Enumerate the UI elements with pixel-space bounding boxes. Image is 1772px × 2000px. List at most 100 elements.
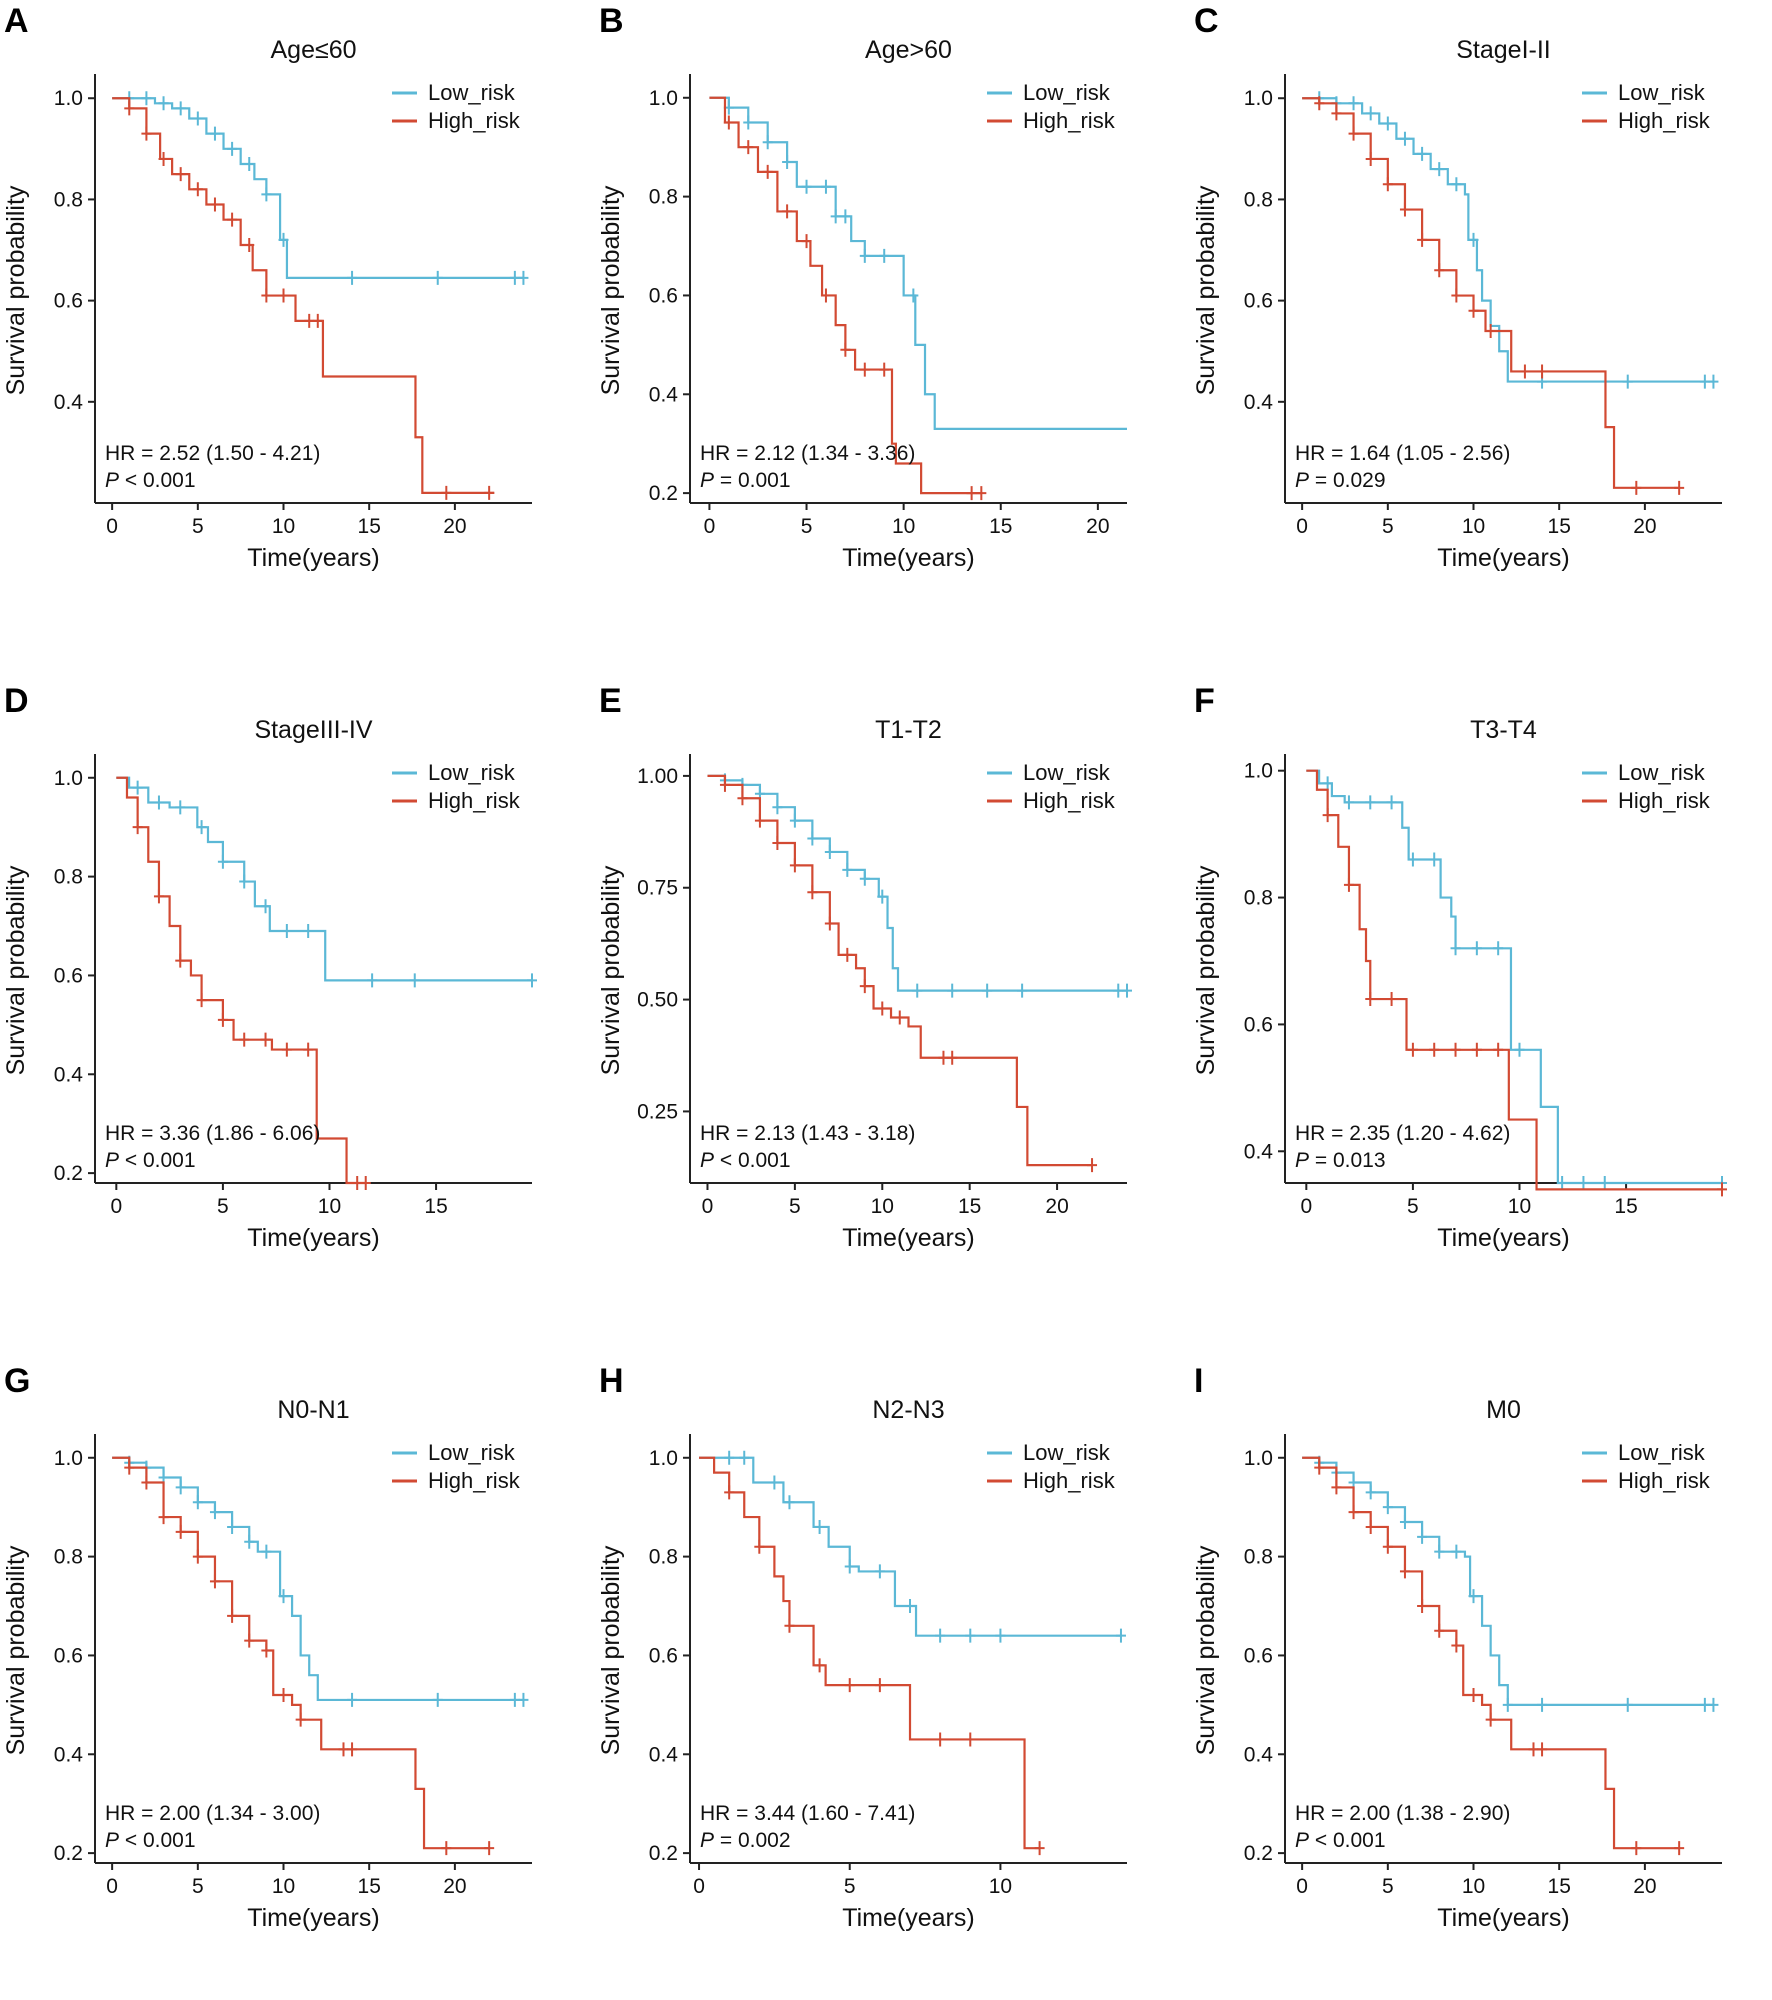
km-curve-low-risk [1306,769,1722,1185]
censor-mark [1331,106,1342,121]
p-value-label: P < 0.001 [700,1149,791,1172]
legend-label: Low_risk [1618,760,1706,785]
censor-mark [1493,1042,1504,1057]
censor-mark [1451,1544,1462,1559]
censor-mark [1450,941,1461,956]
x-tick-label: 20 [443,1875,466,1898]
panel-g: G N0-N1 0.2 0.4 0.6 0.8 1.0 0 5 10 15 20 Time(years)… [0,1360,590,2000]
y-tick-label: 0.8 [649,1546,678,1569]
x-tick-label: 0 [1296,1875,1308,1898]
censor-mark [894,1010,905,1025]
censor-mark [1674,480,1685,495]
censor-mark [192,111,203,126]
censor-mark [859,362,870,377]
p-value-label: P < 0.001 [105,1829,196,1852]
censor-mark [842,947,853,962]
censor-mark [1399,131,1410,146]
censor-mark [175,167,186,182]
censor-mark [874,1564,885,1579]
censor-mark [1407,852,1418,867]
censor-mark [338,1742,349,1757]
censor-mark [175,101,186,116]
censor-mark [814,1519,825,1534]
censor-mark [278,288,289,303]
censor-mark [527,973,537,988]
panel-label: E [599,682,622,720]
censor-mark [1631,480,1642,495]
censor-mark [484,485,495,500]
censor-mark [347,1742,358,1757]
y-tick-label: 0.2 [1244,1842,1273,1865]
x-tick-label: 20 [1086,515,1109,538]
p-value: = 0.002 [714,1829,790,1852]
p-value-label: P < 0.001 [1295,1829,1386,1852]
panel-title: StageIII-IV [254,716,372,744]
y-tick-label: 0.75 [637,877,678,900]
censor-mark [304,313,315,328]
km-curve-low-risk [1302,97,1714,383]
km-curve-low-risk [699,1456,1121,1637]
censor-mark [995,1628,1006,1643]
censor-mark [261,187,272,202]
censor-mark [192,182,203,197]
censor-mark [1429,852,1440,867]
km-plot: D StageIII-IV 0.2 0.4 0.6 0.8 1.0 0 5 10 15 Time(ye… [2,682,537,1252]
censor-mark [1485,1712,1496,1727]
y-tick-label: 0.50 [637,989,678,1012]
censor-mark [814,1658,825,1673]
censor-mark [1348,1505,1359,1520]
censor-mark [1417,232,1428,247]
censor-mark [158,96,169,111]
censor-mark [789,813,800,828]
km-plot: A Age≤60 0.4 0.6 0.8 1.0 0 5 10 15 20 Time(years) Su… [2,2,532,572]
censor-mark [1451,177,1462,192]
censor-mark [132,780,143,795]
panel-f: F T3-T4 0.4 0.6 0.8 1.0 0 5 10 15 Time(years) Survi… [1190,680,1772,1320]
p-symbol: P [700,1149,714,1172]
p-symbol: P [1295,1829,1309,1852]
km-curve-high-risk [707,774,1093,1167]
p-value: < 0.001 [119,469,195,492]
censor-mark [874,1678,885,1693]
legend-label: Low_risk [428,80,516,105]
censor-mark [1514,1042,1525,1057]
censor-mark [1407,1042,1418,1057]
panel-title: Age≤60 [270,36,356,64]
panel-label: I [1194,1362,1203,1400]
km-curve-high-risk [1302,97,1680,489]
censor-mark [347,1692,358,1707]
censor-mark [1365,151,1376,166]
censor-mark [132,820,143,835]
y-tick-label: 0.2 [54,1162,83,1185]
p-value: = 0.001 [714,469,790,492]
censor-mark [782,155,793,170]
x-tick-label: 15 [1614,1195,1637,1218]
censor-mark [1122,983,1132,998]
km-plot: C StageI-II 0.4 0.6 0.8 1.0 0 5 10 15 20 Time(years… [1192,2,1722,572]
censor-mark [1417,1599,1428,1614]
x-axis-title: Time(years) [842,1904,974,1932]
censor-mark [518,1692,529,1707]
censor-mark [743,115,754,130]
censor-mark [762,135,773,150]
p-value-label: P = 0.002 [700,1829,791,1852]
x-tick-label: 10 [871,1195,894,1218]
censor-mark [1115,1628,1126,1643]
censor-mark [724,1450,735,1465]
censor-mark [947,1050,958,1065]
censor-mark [769,1475,780,1490]
p-value: < 0.001 [119,1149,195,1172]
censor-mark [432,1692,443,1707]
censor-mark [976,486,987,501]
censor-mark [1699,374,1710,389]
censor-mark [1434,162,1445,177]
censor-mark [905,1599,916,1614]
censor-mark [1365,1519,1376,1534]
censor-mark [260,899,271,914]
panel-label: A [4,2,29,40]
censor-mark [754,1539,765,1554]
y-tick-label: 1.0 [1244,87,1273,110]
censor-mark [1087,1158,1098,1173]
x-tick-label: 15 [989,515,1012,538]
x-tick-label: 10 [989,1875,1012,1898]
